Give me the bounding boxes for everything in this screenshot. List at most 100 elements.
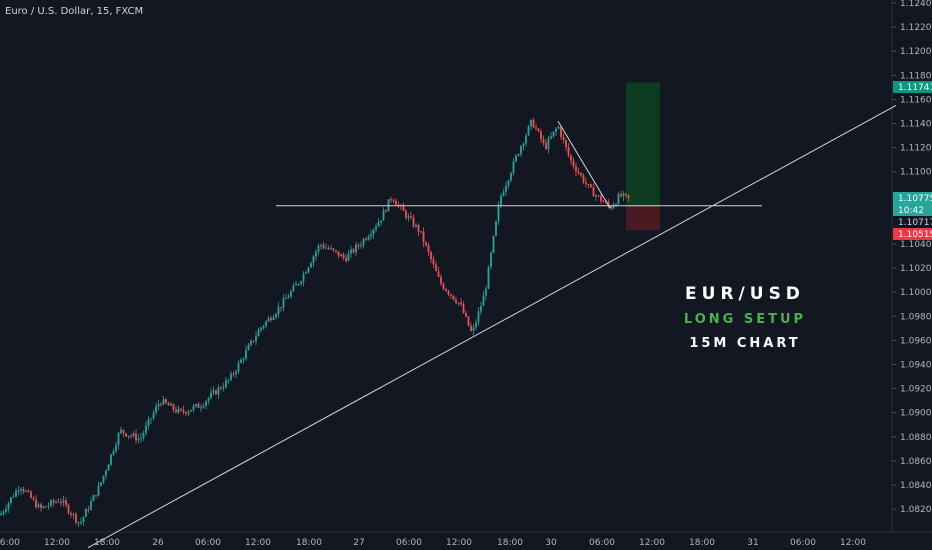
candle-body: [407, 216, 410, 218]
candle-body: [607, 202, 610, 207]
candle-body: [585, 182, 587, 184]
candle-body: [442, 283, 445, 289]
candle-body: [175, 409, 177, 413]
price-label-price: 1.10775: [898, 194, 932, 204]
candle-body: [222, 387, 225, 389]
x-tick-label: 06:00: [195, 538, 221, 548]
candle-body: [120, 429, 122, 434]
candle-body: [177, 408, 180, 413]
candle-body: [242, 358, 245, 360]
x-tick-label: 18:00: [689, 538, 715, 548]
candle-body: [35, 499, 37, 508]
candle-body: [307, 267, 310, 273]
x-tick-label: 18:00: [296, 538, 322, 548]
candle-body: [70, 513, 72, 515]
candle-body: [510, 173, 512, 181]
candle-body: [100, 482, 102, 486]
candle-body: [567, 147, 570, 156]
candle-body: [452, 295, 455, 300]
candle-body: [215, 390, 217, 395]
candle-body: [495, 221, 497, 236]
candle-body: [340, 254, 342, 257]
candle-body: [47, 505, 50, 507]
candle-body: [537, 128, 540, 132]
candle-body: [75, 514, 77, 523]
candle-body: [185, 412, 187, 414]
candle-body: [240, 359, 242, 363]
candle-body: [310, 263, 312, 268]
candle-body: [535, 127, 537, 129]
x-tick-label: 18:00: [497, 538, 523, 548]
x-tick-label: 06:00: [589, 538, 615, 548]
x-tick-label: 18:00: [94, 538, 120, 548]
candle-body: [15, 490, 17, 497]
candle-body: [50, 500, 52, 506]
candle-body: [517, 154, 520, 156]
candle-body: [202, 405, 205, 408]
candle-body: [435, 264, 437, 272]
candle-body: [0, 513, 2, 516]
candle-body: [347, 253, 350, 261]
candle-body: [377, 222, 380, 227]
candle-body: [460, 302, 462, 305]
candle-body: [330, 248, 332, 250]
candle-body: [522, 143, 525, 147]
candle-body: [580, 173, 582, 176]
candle-body: [312, 256, 315, 264]
candle-body: [82, 517, 85, 522]
candle-body: [612, 205, 615, 209]
candle-body: [32, 497, 35, 500]
candle-body: [555, 128, 557, 132]
x-tick-label: 31: [747, 538, 758, 548]
y-tick-label: 1.10000: [900, 288, 932, 298]
candle-body: [157, 403, 160, 407]
candle-body: [440, 276, 442, 284]
candle-body: [180, 408, 182, 410]
candle-body: [405, 210, 407, 218]
candle-body: [420, 231, 422, 233]
candle-body: [62, 500, 65, 503]
candle-body: [512, 161, 515, 174]
ascending-trendline: [87, 104, 897, 549]
candle-body: [620, 194, 622, 197]
candle-body: [7, 502, 10, 510]
candle-body: [267, 317, 270, 322]
candle-body: [237, 362, 240, 372]
candle-body: [207, 398, 210, 402]
y-tick-label: 1.12400: [900, 0, 932, 9]
x-tick-label: 06:00: [0, 538, 20, 548]
candle-body: [137, 438, 140, 441]
candle-body: [160, 403, 162, 405]
candle-body: [515, 155, 517, 162]
candle-body: [370, 234, 372, 237]
price-label-level: 1.10717: [898, 218, 932, 228]
candle-body: [355, 244, 357, 253]
candle-body: [597, 195, 600, 197]
candle-body: [295, 284, 297, 286]
candle-body: [502, 192, 505, 196]
candle-body: [87, 509, 90, 511]
price-label-price-bg: [893, 192, 932, 204]
candle-body: [317, 245, 320, 252]
candle-body: [352, 249, 355, 253]
y-tick-label: 1.11600: [900, 95, 932, 105]
candle-body: [265, 321, 267, 326]
candle-body: [155, 406, 157, 413]
candle-body: [305, 272, 307, 274]
candle-body: [205, 401, 207, 406]
candle-body: [300, 281, 302, 284]
candle-body: [130, 435, 132, 437]
y-tick-label: 1.08200: [900, 505, 932, 515]
candle-body: [475, 322, 477, 328]
candle-body: [25, 490, 27, 492]
candle-body: [72, 514, 75, 516]
candle-body: [552, 131, 555, 137]
x-tick-label: 12:00: [639, 538, 665, 548]
candle-body: [365, 239, 367, 241]
candle-body: [277, 307, 280, 314]
candle-body: [395, 200, 397, 205]
candle-body: [547, 138, 550, 149]
candle-body: [615, 204, 617, 206]
candle-body: [627, 194, 630, 198]
